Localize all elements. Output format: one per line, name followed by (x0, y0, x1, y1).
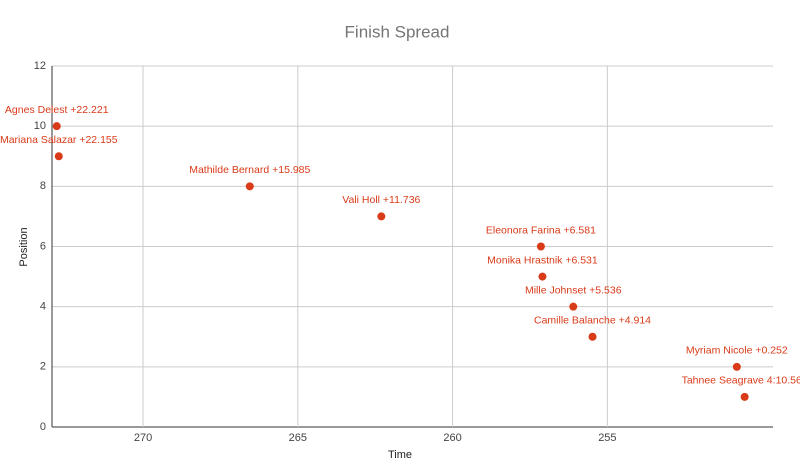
point-label: Mille Johnset +5.536 (525, 284, 622, 296)
point (588, 332, 597, 341)
y-tick-label: 6 (40, 240, 46, 252)
point-label: Tahnee Seagrave 4:10.566 (682, 375, 800, 387)
point-label: Camille Balanche +4.914 (534, 315, 651, 327)
y-tick-label: 8 (40, 180, 46, 192)
point (536, 242, 545, 251)
y-tick-label: 4 (40, 301, 46, 313)
y-tick-label: 0 (40, 421, 46, 433)
x-axis-title: Time (388, 449, 412, 461)
point (569, 302, 578, 311)
point-label: Agnes Delest +22.221 (5, 104, 109, 116)
point-label: Mariana Salazar +22.155 (0, 134, 118, 146)
point-label: Eleonora Farina +6.581 (486, 224, 596, 236)
point (732, 362, 741, 371)
point-label: Myriam Nicole +0.252 (686, 345, 788, 357)
x-tick-label: 260 (443, 432, 461, 444)
point (52, 122, 61, 131)
point (377, 212, 386, 221)
point (740, 392, 749, 401)
y-tick-label: 12 (34, 60, 46, 72)
x-tick-label: 265 (289, 432, 307, 444)
point (245, 182, 254, 191)
x-tick-label: 270 (134, 432, 152, 444)
y-tick-label: 10 (34, 120, 46, 132)
point-label: Vali Holl +11.736 (342, 194, 420, 206)
point-label: Mathilde Bernard +15.985 (189, 164, 310, 176)
point (538, 272, 547, 281)
point-label: Monika Hrastnik +6.531 (487, 254, 598, 266)
y-axis-title: Position (18, 227, 30, 266)
chart-title: Finish Spread (345, 22, 450, 41)
x-tick-label: 255 (598, 432, 616, 444)
grid: 0 2 4 6 8 10 12 270 265 260 255 (34, 60, 773, 444)
point (54, 152, 63, 161)
y-tick-label: 2 (40, 361, 46, 373)
marks: Agnes Delest +22.221 Mariana Salazar +22.… (0, 104, 800, 401)
